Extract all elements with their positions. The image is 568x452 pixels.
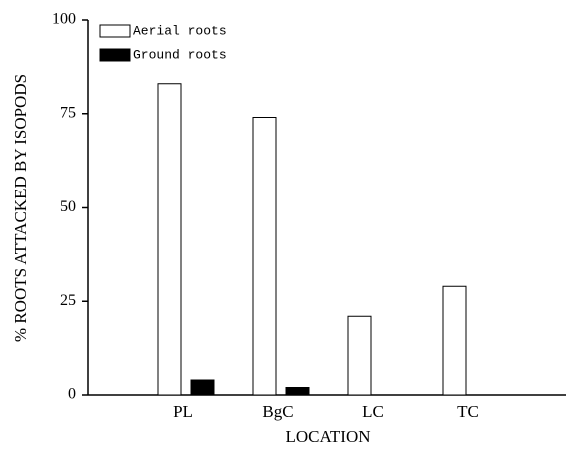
x-tick-label: LC <box>362 402 384 421</box>
x-axis-label: LOCATION <box>286 427 371 446</box>
bar <box>442 285 467 396</box>
y-tick-label: 25 <box>60 292 76 309</box>
x-tick-label: PL <box>173 402 193 421</box>
y-tick-label: 100 <box>52 11 76 28</box>
bar <box>347 315 372 396</box>
legend-swatch <box>99 24 131 38</box>
legend-swatch <box>99 48 131 62</box>
legend-label: Aerial roots <box>133 23 227 38</box>
y-axis-label: % ROOTS ATTACKED BY ISOPODS <box>11 74 30 342</box>
x-tick-label: BgC <box>262 402 293 421</box>
y-tick-label: 75 <box>60 104 76 121</box>
y-tick-label: 50 <box>60 198 76 215</box>
bar <box>285 387 310 396</box>
bar <box>157 83 182 396</box>
bar <box>190 379 215 396</box>
x-tick-label: TC <box>457 402 479 421</box>
y-tick-label: 0 <box>68 386 76 403</box>
legend-label: Ground roots <box>133 47 227 62</box>
bar <box>252 117 277 396</box>
